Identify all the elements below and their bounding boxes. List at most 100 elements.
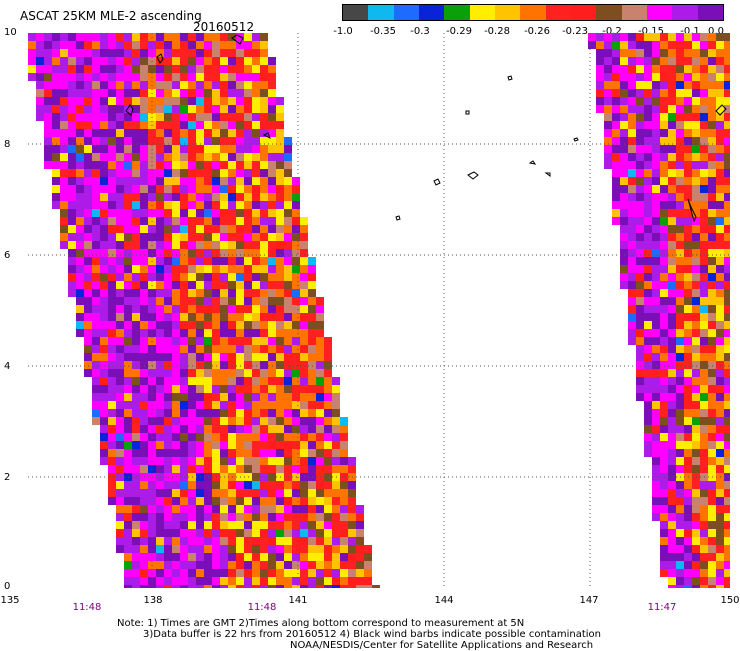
data-cell [340, 585, 348, 588]
data-cell [284, 505, 292, 513]
data-cell [660, 257, 668, 265]
data-cell [220, 241, 228, 249]
data-cell [220, 585, 228, 588]
data-cell [612, 169, 620, 177]
data-cell [268, 329, 276, 337]
data-cell [300, 385, 308, 393]
data-cell [124, 273, 132, 281]
data-cell [636, 233, 644, 241]
data-cell [204, 265, 212, 273]
data-cell [724, 225, 730, 233]
data-cell [716, 561, 724, 569]
data-cell [164, 233, 172, 241]
data-cell [676, 257, 684, 265]
data-cell [668, 169, 676, 177]
data-cell [100, 241, 108, 249]
data-cell [292, 553, 300, 561]
data-cell [228, 481, 236, 489]
data-cell [700, 569, 708, 577]
data-cell [204, 201, 212, 209]
data-cell [132, 353, 140, 361]
data-cell [676, 489, 684, 497]
data-cell [612, 73, 620, 81]
data-cell [620, 193, 628, 201]
data-cell [220, 113, 228, 121]
data-cell [132, 529, 140, 537]
data-cell [340, 513, 348, 521]
data-cell [292, 209, 300, 217]
data-cell [196, 561, 204, 569]
data-cell [660, 57, 668, 65]
data-cell [268, 449, 276, 457]
data-cell [68, 113, 76, 121]
data-cell [676, 273, 684, 281]
data-cell [708, 505, 716, 513]
data-cell [116, 529, 124, 537]
data-cell [708, 41, 716, 49]
data-cell [724, 505, 730, 513]
data-cell [236, 209, 244, 217]
data-cell [92, 113, 100, 121]
data-cell [212, 441, 220, 449]
data-cell [716, 217, 724, 225]
data-cell [676, 465, 684, 473]
data-cell [660, 169, 668, 177]
data-cell [156, 329, 164, 337]
data-cell [724, 529, 730, 537]
data-cell [140, 241, 148, 249]
data-cell [724, 545, 730, 553]
data-cell [268, 97, 276, 105]
data-cell [236, 409, 244, 417]
data-cell [284, 577, 292, 585]
data-cell [60, 225, 68, 233]
data-cell [644, 305, 652, 313]
data-cell [180, 225, 188, 233]
data-cell [316, 449, 324, 457]
data-cell [124, 481, 132, 489]
data-cell [260, 121, 268, 129]
data-cell [236, 89, 244, 97]
data-cell [204, 513, 212, 521]
data-cell [692, 33, 700, 41]
data-cell [132, 265, 140, 273]
data-cell [684, 89, 692, 97]
colorbar-swatch [596, 5, 622, 20]
data-cell [668, 65, 676, 73]
data-cell [252, 225, 260, 233]
data-cell [292, 193, 300, 201]
data-cell [692, 505, 700, 513]
data-cell [612, 81, 620, 89]
data-cell [700, 497, 708, 505]
data-cell [60, 49, 68, 57]
data-cell [108, 441, 116, 449]
data-cell [196, 217, 204, 225]
data-cell [212, 89, 220, 97]
data-cell [676, 577, 684, 585]
data-cell [172, 137, 180, 145]
data-cell [316, 553, 324, 561]
data-cell [324, 505, 332, 513]
data-cell [300, 281, 308, 289]
data-cell [308, 537, 316, 545]
data-cell [36, 41, 44, 49]
data-cell [196, 233, 204, 241]
data-cell [276, 121, 284, 129]
data-cell [212, 241, 220, 249]
data-cell [236, 201, 244, 209]
data-cell [260, 73, 268, 81]
data-cell [220, 193, 228, 201]
data-cell [172, 537, 180, 545]
data-cell [52, 33, 60, 41]
data-cell [140, 561, 148, 569]
data-cell [84, 273, 92, 281]
data-cell [180, 281, 188, 289]
data-cell [220, 369, 228, 377]
data-cell [156, 433, 164, 441]
data-cell [156, 465, 164, 473]
data-cell [76, 97, 84, 105]
data-cell [700, 361, 708, 369]
data-cell [700, 185, 708, 193]
data-cell [156, 321, 164, 329]
data-cell [164, 289, 172, 297]
data-cell [156, 521, 164, 529]
